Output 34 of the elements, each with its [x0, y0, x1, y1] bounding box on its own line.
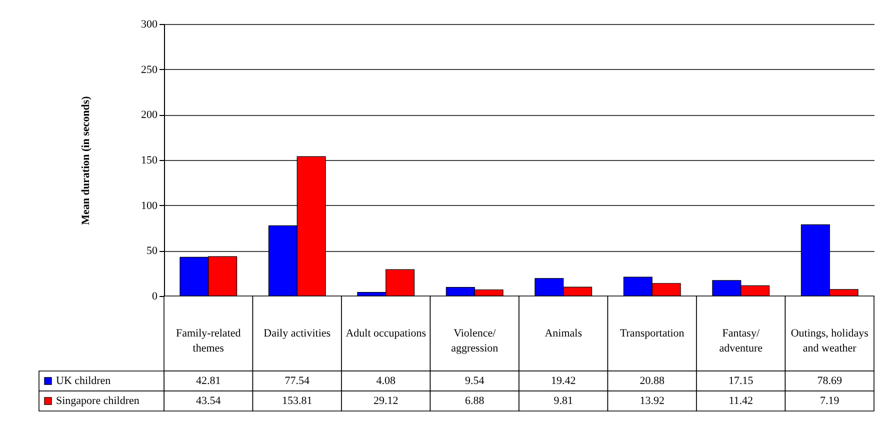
data-label: 29.12 [374, 395, 398, 407]
x-tick-label: Adult occupations [346, 328, 426, 340]
x-tick-label: Animals [544, 328, 582, 340]
data-label: 77.54 [284, 375, 310, 387]
y-tick-label: 200 [141, 109, 158, 122]
data-label: 9.81 [554, 395, 573, 407]
x-tick-label: Daily activities [264, 328, 331, 340]
data-label: 42.81 [196, 375, 221, 387]
x-tick-label: Fantasy/ adventure [719, 328, 763, 354]
data-label: 11.42 [728, 395, 754, 407]
x-tick-label: Outings, holidays and weather [790, 328, 868, 354]
legend-label: Singapore children [56, 395, 140, 407]
data-label: 78.69 [817, 375, 842, 387]
y-tick-label: 50 [146, 245, 158, 258]
y-tick-label: 300 [141, 18, 158, 30]
x-tick-label: Transportation [620, 328, 685, 340]
y-tick-label: 0 [152, 290, 158, 302]
data-label: 153.81 [282, 395, 312, 407]
data-label: 6.88 [465, 395, 485, 407]
x-tick-label: Violence/ aggression [451, 328, 499, 354]
data-label: 19.42 [551, 375, 576, 387]
x-tick-label: Family-related themes [176, 328, 242, 354]
data-label: 9.54 [465, 375, 485, 387]
data-label: 17.15 [728, 375, 754, 387]
y-axis-title: Mean duration (in seconds) [80, 96, 92, 225]
y-tick-label: 250 [141, 64, 158, 76]
y-tick-label: 150 [141, 154, 158, 166]
legend-label: UK children [56, 375, 112, 387]
data-label: 4.08 [376, 375, 396, 387]
data-label: 43.54 [196, 395, 222, 407]
data-label: 13.92 [640, 395, 664, 407]
y-tick-label: 100 [141, 200, 158, 212]
data-label: 20.88 [640, 375, 665, 387]
data-label: 7.19 [820, 395, 840, 407]
